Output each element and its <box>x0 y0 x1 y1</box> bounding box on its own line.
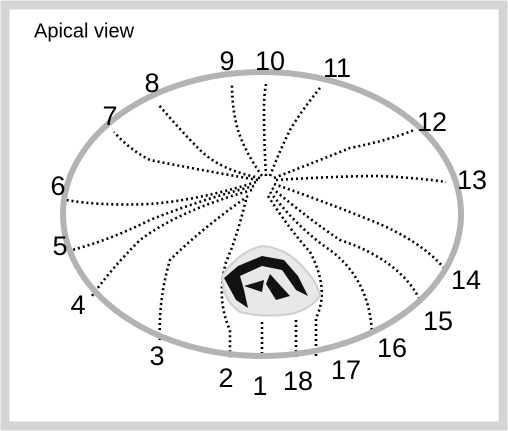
page: Apical view 123456789101112131415161718 … <box>0 0 508 431</box>
segment-label: 10 <box>255 46 285 76</box>
segment-label: 1 <box>252 371 267 401</box>
title: Apical view <box>34 20 135 42</box>
segment-label: 2 <box>218 363 233 393</box>
segment-label: 6 <box>50 171 65 201</box>
segment-label: 9 <box>219 46 234 76</box>
segment-label: 15 <box>423 306 453 336</box>
segment-label: 8 <box>144 68 159 98</box>
segment-label: 14 <box>451 265 481 295</box>
segment-label: 12 <box>417 107 447 137</box>
segment-label: 7 <box>102 101 117 131</box>
diagram: Apical view 123456789101112131415161718 <box>0 0 508 431</box>
segment-label: 3 <box>149 341 164 371</box>
segment-label: 5 <box>52 231 67 261</box>
segment-label: 13 <box>457 165 487 195</box>
segment-label: 18 <box>283 366 313 396</box>
segment-label: 11 <box>323 53 351 83</box>
segment-label: 4 <box>70 290 85 320</box>
segment-label: 16 <box>377 333 407 363</box>
segment-label: 17 <box>331 355 361 385</box>
